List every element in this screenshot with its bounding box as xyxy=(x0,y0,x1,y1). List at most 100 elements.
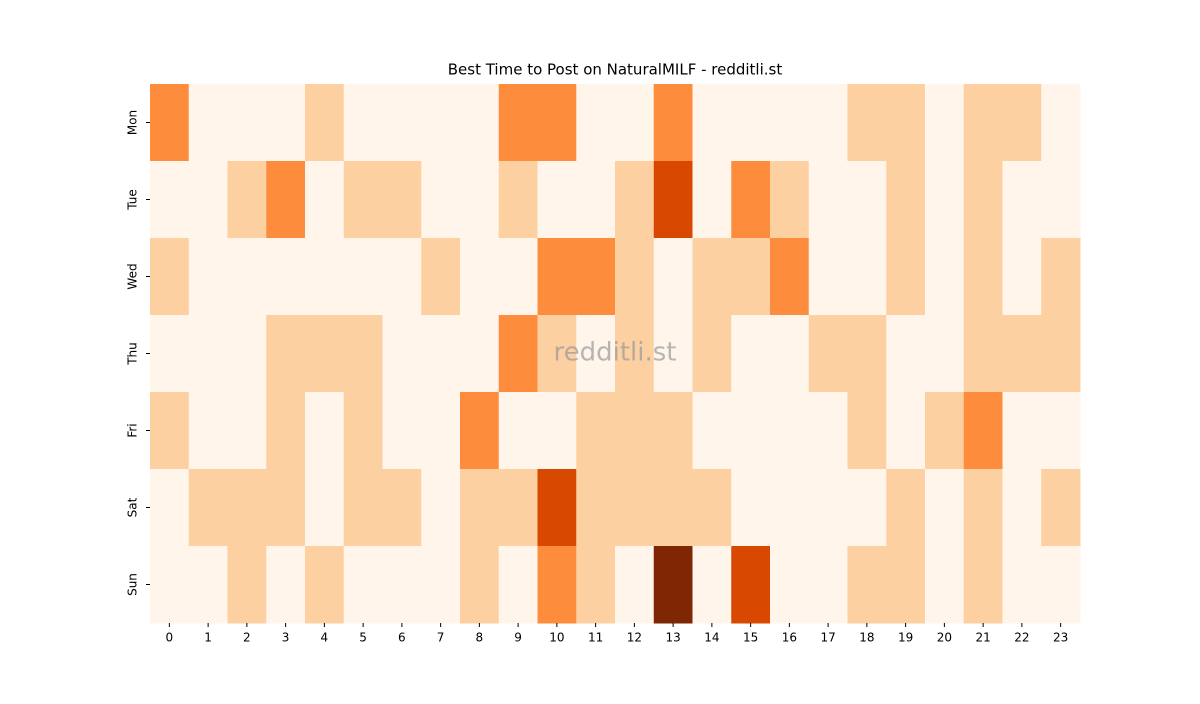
x-tick-label: 4 xyxy=(321,631,329,645)
heatmap-cell xyxy=(653,546,693,624)
heatmap-cell xyxy=(615,392,655,470)
heatmap-cell xyxy=(150,161,190,239)
heatmap-cell xyxy=(421,84,461,162)
heatmap-cell xyxy=(808,84,848,162)
heatmap-cell xyxy=(615,238,655,316)
heatmap-cell xyxy=(847,546,887,624)
heatmap-cell xyxy=(460,161,500,239)
heatmap-cell xyxy=(227,546,267,624)
heatmap-cell xyxy=(963,238,1003,316)
heatmap-cell xyxy=(653,469,693,547)
heatmap-cell xyxy=(537,469,577,547)
heatmap-cell xyxy=(692,84,732,162)
heatmap-cell xyxy=(150,392,190,470)
heatmap-cell xyxy=(808,315,848,393)
heatmap-cell xyxy=(498,392,538,470)
heatmap-cell xyxy=(886,84,926,162)
heatmap-cell xyxy=(576,546,616,624)
heatmap-cell xyxy=(653,315,693,393)
heatmap-cell xyxy=(692,161,732,239)
heatmap-cell xyxy=(498,315,538,393)
heatmap-cell xyxy=(227,238,267,316)
x-tick-label: 2 xyxy=(243,631,251,645)
y-tick-label: Thu xyxy=(126,342,140,366)
heatmap-cell xyxy=(227,315,267,393)
heatmap-cell xyxy=(808,392,848,470)
heatmap-cell xyxy=(266,84,306,162)
heatmap-cell xyxy=(886,546,926,624)
x-tick-label: 8 xyxy=(476,631,484,645)
heatmap-cell xyxy=(886,315,926,393)
heatmap-cell xyxy=(498,469,538,547)
heatmap-cell xyxy=(576,315,616,393)
heatmap-cell xyxy=(537,392,577,470)
heatmap-cell xyxy=(1002,469,1042,547)
heatmap-cell xyxy=(266,238,306,316)
heatmap-cell xyxy=(731,392,771,470)
heatmap-cell xyxy=(1002,238,1042,316)
heatmap-cell xyxy=(925,546,965,624)
heatmap-cell xyxy=(615,161,655,239)
y-tick-label: Mon xyxy=(126,110,140,135)
heatmap-cell xyxy=(770,469,810,547)
heatmap-cell xyxy=(886,469,926,547)
heatmap-cell xyxy=(460,315,500,393)
heatmap-cell xyxy=(576,469,616,547)
heatmap-cell xyxy=(847,84,887,162)
heatmap-cell xyxy=(808,238,848,316)
heatmap-cell xyxy=(266,469,306,547)
heatmap-cell xyxy=(731,161,771,239)
heatmap-cell xyxy=(343,392,383,470)
heatmap-cell xyxy=(537,546,577,624)
heatmap-cell xyxy=(731,315,771,393)
heatmap-cell xyxy=(460,469,500,547)
heatmap-cell xyxy=(615,469,655,547)
heatmap-cell xyxy=(731,469,771,547)
heatmap-cell xyxy=(925,315,965,393)
heatmap-cell xyxy=(537,238,577,316)
y-tick-label: Fri xyxy=(126,423,140,437)
heatmap-cell xyxy=(731,546,771,624)
heatmap-cell xyxy=(382,161,422,239)
heatmap-cell xyxy=(576,84,616,162)
heatmap-cell xyxy=(963,392,1003,470)
heatmap-cell xyxy=(498,546,538,624)
heatmap-cell xyxy=(266,315,306,393)
heatmap-cell xyxy=(770,238,810,316)
heatmap-cell xyxy=(460,238,500,316)
heatmap-cell xyxy=(847,161,887,239)
y-tick-label: Tue xyxy=(126,189,140,211)
heatmap-cell xyxy=(1041,315,1081,393)
heatmap-cell xyxy=(692,238,732,316)
heatmap-cell xyxy=(692,392,732,470)
heatmap-cell xyxy=(537,161,577,239)
heatmap-cell xyxy=(808,546,848,624)
heatmap-cell xyxy=(343,546,383,624)
heatmap-cell xyxy=(1002,161,1042,239)
heatmap-cell xyxy=(343,315,383,393)
heatmap-cell xyxy=(498,238,538,316)
heatmap-cell xyxy=(1002,392,1042,470)
heatmap-cell xyxy=(886,238,926,316)
y-tick-label: Sat xyxy=(126,497,140,517)
heatmap-cell xyxy=(266,392,306,470)
heatmap-cell xyxy=(1041,238,1081,316)
heatmap-cell xyxy=(576,161,616,239)
heatmap-cell xyxy=(653,392,693,470)
heatmap-cell xyxy=(770,315,810,393)
heatmap-cell xyxy=(925,392,965,470)
heatmap-cell xyxy=(653,84,693,162)
heatmap-cell xyxy=(925,161,965,239)
heatmap-cell xyxy=(343,469,383,547)
heatmap-cell xyxy=(653,161,693,239)
x-tick-label: 22 xyxy=(1014,631,1029,645)
heatmap-cell xyxy=(537,315,577,393)
heatmap-cell xyxy=(188,392,228,470)
x-tick-label: 9 xyxy=(514,631,522,645)
heatmap-cell xyxy=(460,84,500,162)
heatmap-cell xyxy=(963,161,1003,239)
heatmap-cell xyxy=(382,315,422,393)
heatmap-cell xyxy=(963,546,1003,624)
heatmap-cell xyxy=(1041,84,1081,162)
